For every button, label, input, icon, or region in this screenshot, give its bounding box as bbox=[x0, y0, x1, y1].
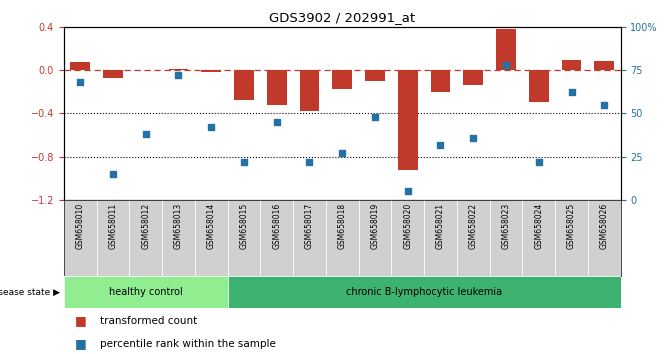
Text: transformed count: transformed count bbox=[100, 316, 197, 326]
Text: disease state ▶: disease state ▶ bbox=[0, 287, 60, 297]
Text: GSM658012: GSM658012 bbox=[141, 203, 150, 249]
Bar bbox=[300, 70, 319, 111]
Bar bbox=[595, 61, 614, 70]
Text: GSM658010: GSM658010 bbox=[76, 203, 85, 249]
Bar bbox=[201, 70, 221, 72]
Text: GSM658019: GSM658019 bbox=[370, 203, 380, 249]
Point bbox=[271, 119, 282, 125]
Text: GSM658026: GSM658026 bbox=[600, 203, 609, 249]
Point bbox=[403, 188, 413, 194]
Text: GSM658023: GSM658023 bbox=[501, 203, 511, 249]
Text: percentile rank within the sample: percentile rank within the sample bbox=[100, 339, 276, 349]
Point bbox=[566, 90, 577, 95]
Text: GSM658025: GSM658025 bbox=[567, 203, 576, 249]
Bar bbox=[529, 70, 549, 102]
Bar bbox=[227, 276, 621, 308]
Point bbox=[304, 159, 315, 165]
Text: ■: ■ bbox=[75, 314, 87, 327]
Point bbox=[370, 114, 380, 120]
Text: GSM658015: GSM658015 bbox=[240, 203, 248, 249]
Text: GDS3902 / 202991_at: GDS3902 / 202991_at bbox=[269, 11, 415, 24]
Text: GSM658024: GSM658024 bbox=[534, 203, 544, 249]
Bar bbox=[562, 60, 581, 70]
Bar bbox=[234, 70, 254, 100]
Point bbox=[468, 135, 478, 141]
Point bbox=[599, 102, 610, 108]
Point bbox=[239, 159, 250, 165]
Bar bbox=[70, 62, 90, 70]
Bar bbox=[168, 69, 189, 70]
Point bbox=[206, 124, 217, 130]
Point bbox=[74, 79, 85, 85]
Point bbox=[533, 159, 544, 165]
Bar bbox=[267, 70, 287, 105]
Bar bbox=[398, 70, 417, 170]
Text: GSM658020: GSM658020 bbox=[403, 203, 412, 249]
Text: GSM658013: GSM658013 bbox=[174, 203, 183, 249]
Text: healthy control: healthy control bbox=[109, 287, 183, 297]
Bar bbox=[431, 70, 450, 92]
Point bbox=[501, 62, 511, 68]
Text: GSM658011: GSM658011 bbox=[109, 203, 117, 249]
Text: GSM658017: GSM658017 bbox=[305, 203, 314, 249]
Bar bbox=[365, 70, 384, 81]
Bar bbox=[332, 70, 352, 90]
Text: GSM658022: GSM658022 bbox=[469, 203, 478, 249]
Text: ■: ■ bbox=[75, 337, 87, 350]
Point bbox=[337, 150, 348, 156]
Text: GSM658016: GSM658016 bbox=[272, 203, 281, 249]
Bar bbox=[64, 276, 227, 308]
Bar bbox=[464, 70, 483, 85]
Point bbox=[140, 131, 151, 137]
Text: GSM658021: GSM658021 bbox=[436, 203, 445, 249]
Point bbox=[107, 171, 118, 177]
Point bbox=[435, 142, 446, 147]
Bar bbox=[496, 29, 516, 70]
Text: GSM658014: GSM658014 bbox=[207, 203, 215, 249]
Point bbox=[173, 72, 184, 78]
Text: GSM658018: GSM658018 bbox=[338, 203, 347, 249]
Text: chronic B-lymphocytic leukemia: chronic B-lymphocytic leukemia bbox=[346, 287, 502, 297]
Bar bbox=[103, 70, 123, 78]
